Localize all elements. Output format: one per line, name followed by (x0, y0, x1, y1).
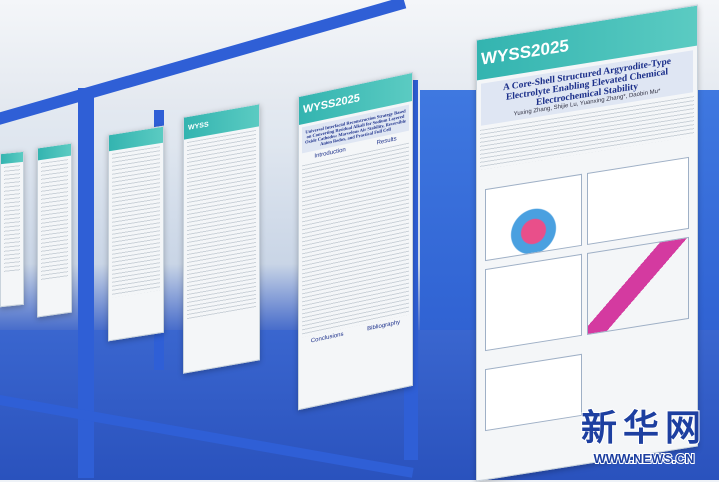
poster: WYSS (183, 103, 260, 374)
poster (108, 125, 164, 342)
figure (485, 253, 582, 352)
poster-sodium-cathode: WYSS2025 Universal Interfacial Reconstru… (298, 71, 413, 411)
watermark-name: 新华网 (580, 407, 707, 450)
poster (37, 142, 72, 318)
poster (0, 150, 24, 308)
figure (485, 353, 582, 432)
xinhua-watermark: 新华网 WWW.NEWS.CN (580, 399, 707, 467)
watermark-url: WWW.NEWS.CN (592, 450, 695, 467)
figure (587, 156, 689, 245)
frame-post (78, 88, 94, 478)
figure (587, 236, 689, 335)
figure (485, 173, 582, 262)
